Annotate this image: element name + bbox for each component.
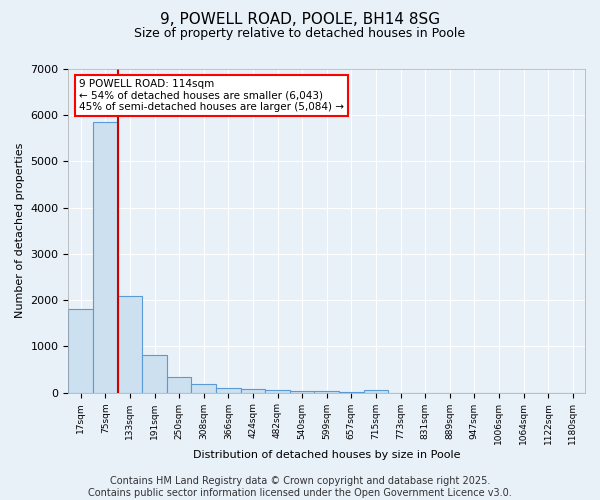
Bar [191, 384, 216, 392]
X-axis label: Distribution of detached houses by size in Poole: Distribution of detached houses by size … [193, 450, 460, 460]
Text: Contains HM Land Registry data © Crown copyright and database right 2025.
Contai: Contains HM Land Registry data © Crown c… [88, 476, 512, 498]
Text: 9, POWELL ROAD, POOLE, BH14 8SG: 9, POWELL ROAD, POOLE, BH14 8SG [160, 12, 440, 28]
Bar [241, 390, 265, 392]
Text: Size of property relative to detached houses in Poole: Size of property relative to detached ho… [134, 28, 466, 40]
Bar [93, 122, 118, 392]
Bar [364, 390, 388, 392]
Bar [142, 354, 167, 393]
Y-axis label: Number of detached properties: Number of detached properties [15, 143, 25, 318]
Bar [68, 310, 93, 392]
Bar [290, 391, 314, 392]
Bar [265, 390, 290, 392]
Bar [167, 377, 191, 392]
Text: 9 POWELL ROAD: 114sqm
← 54% of detached houses are smaller (6,043)
45% of semi-d: 9 POWELL ROAD: 114sqm ← 54% of detached … [79, 78, 344, 112]
Bar [216, 388, 241, 392]
Bar [118, 296, 142, 392]
